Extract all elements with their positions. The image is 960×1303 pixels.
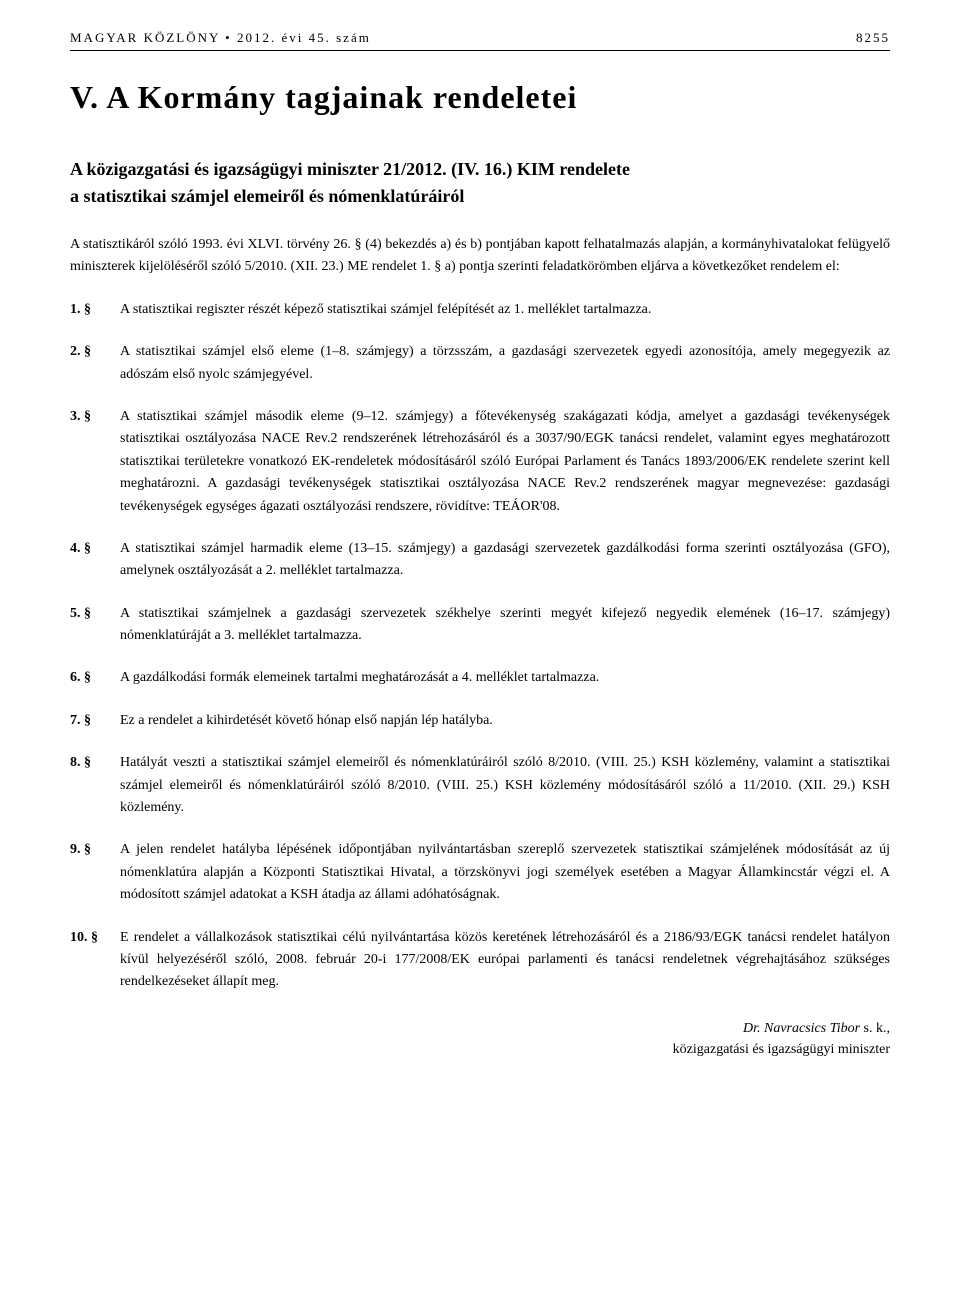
paragraph-row: 5. §A statisztikai számjelnek a gazdaság… xyxy=(70,603,890,648)
paragraph-body: A statisztikai számjelnek a gazdasági sz… xyxy=(120,603,890,648)
paragraph-row: 1. §A statisztikai regiszter részét képe… xyxy=(70,299,890,321)
paragraph-row: 9. §A jelen rendelet hatályba lépésének … xyxy=(70,839,890,906)
section-title: V. A Kormány tagjainak rendeletei xyxy=(70,79,890,116)
signatory-suffix: s. k., xyxy=(864,1021,890,1036)
paragraph-body: A statisztikai számjel első eleme (1–8. … xyxy=(120,341,890,386)
paragraph-row: 8. §Hatályát veszti a statisztikai számj… xyxy=(70,752,890,819)
decree-title-line1: A közigazgatási és igazságügyi miniszter… xyxy=(70,156,890,183)
paragraph-number: 6. § xyxy=(70,667,120,689)
paragraph-number: 4. § xyxy=(70,538,120,583)
page-header: MAGYAR KÖZLÖNY • 2012. évi 45. szám 8255 xyxy=(70,30,890,51)
paragraph-body: A gazdálkodási formák elemeinek tartalmi… xyxy=(120,667,890,689)
paragraph-body: A statisztikai számjel második eleme (9–… xyxy=(120,406,890,518)
paragraph-number: 3. § xyxy=(70,406,120,518)
paragraph-number: 2. § xyxy=(70,341,120,386)
paragraph-number: 1. § xyxy=(70,299,120,321)
paragraph-row: 6. §A gazdálkodási formák elemeinek tart… xyxy=(70,667,890,689)
signatory-name: Dr. Navracsics Tibor xyxy=(743,1021,860,1036)
paragraph-row: 4. §A statisztikai számjel harmadik elem… xyxy=(70,538,890,583)
decree-title: A közigazgatási és igazságügyi miniszter… xyxy=(70,156,890,210)
intro-paragraph: A statisztikáról szóló 1993. évi XLVI. t… xyxy=(70,234,890,279)
gazette-title: MAGYAR KÖZLÖNY • 2012. évi 45. szám xyxy=(70,30,371,46)
paragraph-body: A jelen rendelet hatályba lépésének időp… xyxy=(120,839,890,906)
paragraph-body: A statisztikai regiszter részét képező s… xyxy=(120,299,890,321)
signatory-role: közigazgatási és igazságügyi miniszter xyxy=(673,1042,890,1057)
paragraph-number: 8. § xyxy=(70,752,120,819)
paragraph-number: 9. § xyxy=(70,839,120,906)
paragraph-number: 7. § xyxy=(70,710,120,732)
decree-title-line2: a statisztikai számjel elemeiről és nóme… xyxy=(70,183,890,210)
paragraphs-container: 1. §A statisztikai regiszter részét képe… xyxy=(70,299,890,994)
paragraph-body: E rendelet a vállalkozások statisztikai … xyxy=(120,927,890,994)
paragraph-body: Hatályát veszti a statisztikai számjel e… xyxy=(120,752,890,819)
paragraph-row: 2. §A statisztikai számjel első eleme (1… xyxy=(70,341,890,386)
paragraph-number: 10. § xyxy=(70,927,120,994)
paragraph-row: 7. §Ez a rendelet a kihirdetését követő … xyxy=(70,710,890,732)
paragraph-number: 5. § xyxy=(70,603,120,648)
paragraph-body: Ez a rendelet a kihirdetését követő hóna… xyxy=(120,710,890,732)
page-number: 8255 xyxy=(856,30,890,46)
signature-block: Dr. Navracsics Tibor s. k., közigazgatás… xyxy=(70,1018,890,1060)
paragraph-body: A statisztikai számjel harmadik eleme (1… xyxy=(120,538,890,583)
paragraph-row: 10. §E rendelet a vállalkozások statiszt… xyxy=(70,927,890,994)
paragraph-row: 3. §A statisztikai számjel második eleme… xyxy=(70,406,890,518)
